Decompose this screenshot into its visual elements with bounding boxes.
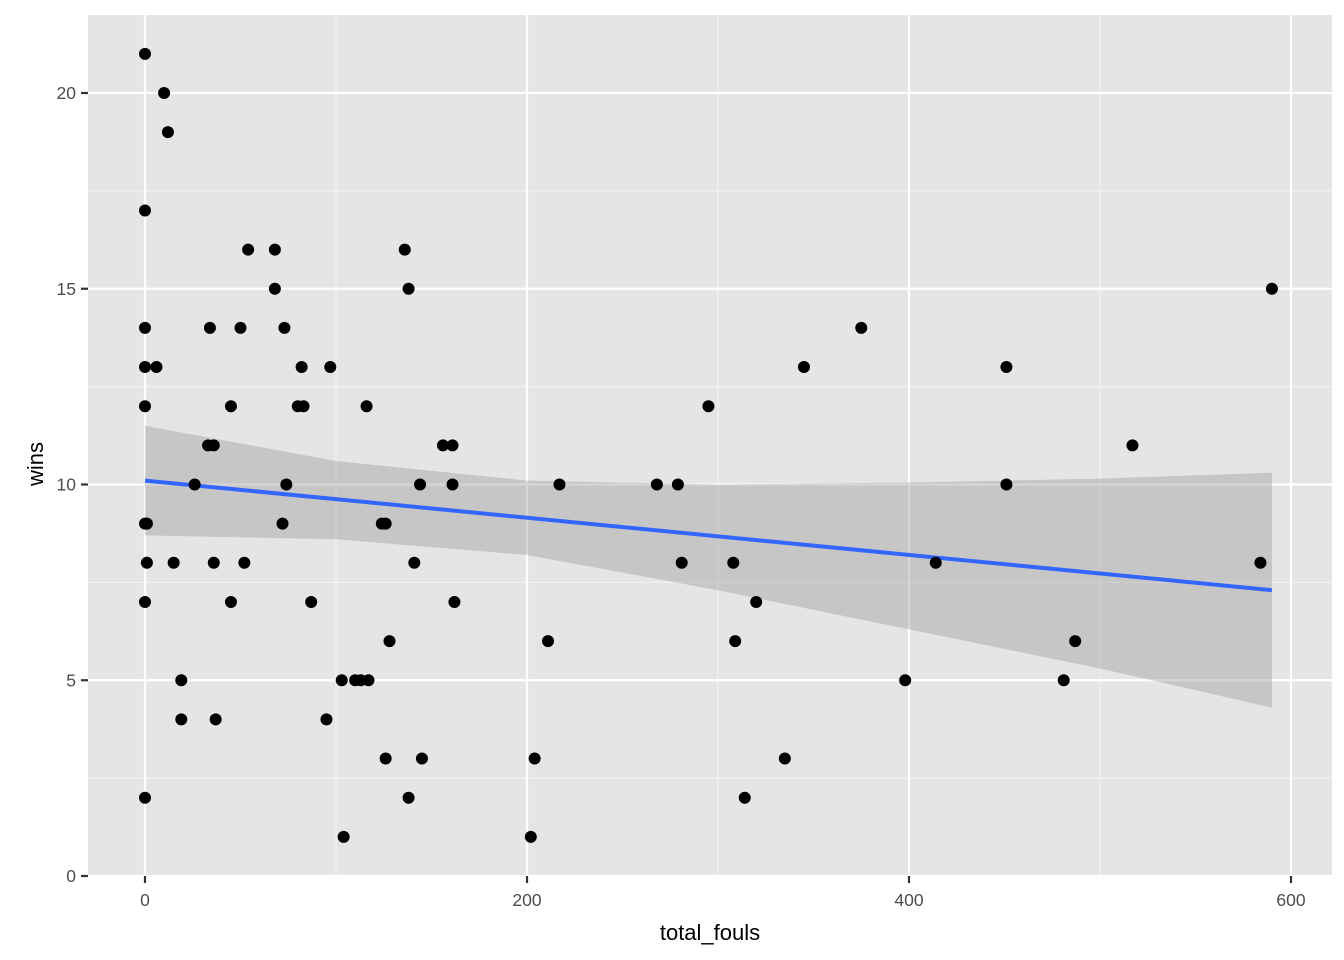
regression-line	[144, 478, 1273, 593]
data-point	[729, 635, 742, 648]
data-point	[139, 791, 151, 804]
data-point	[139, 204, 151, 217]
data-point	[379, 752, 392, 765]
data-point	[209, 713, 222, 726]
data-point	[778, 752, 791, 765]
data-point	[414, 478, 427, 491]
data-point	[408, 556, 421, 569]
data-point	[140, 556, 153, 569]
data-point	[324, 361, 337, 374]
data-point	[280, 478, 293, 491]
data-point	[855, 321, 868, 334]
data-point	[337, 830, 350, 843]
data-point	[238, 556, 251, 569]
x-axis-title: total_fouls	[660, 920, 760, 945]
y-tick-label: 20	[57, 83, 77, 103]
data-point	[295, 361, 308, 374]
major-gridlines	[88, 15, 1332, 878]
data-point	[234, 321, 247, 334]
data-point	[671, 478, 684, 491]
data-point	[297, 400, 310, 413]
data-point	[207, 556, 220, 569]
data-point	[797, 361, 810, 374]
data-point	[139, 47, 151, 60]
data-point	[305, 595, 318, 608]
panel-background	[88, 15, 1332, 876]
data-point	[360, 400, 373, 413]
data-point	[1254, 556, 1267, 569]
x-tick-label: 200	[512, 890, 541, 910]
data-points	[139, 47, 1278, 843]
x-tick-label: 400	[894, 890, 923, 910]
data-point	[1000, 361, 1013, 374]
x-tick-label: 600	[1276, 890, 1305, 910]
data-point	[448, 595, 461, 608]
data-point	[139, 400, 151, 413]
data-point	[436, 439, 449, 452]
data-point	[161, 126, 174, 139]
data-point	[899, 674, 912, 687]
data-point	[139, 361, 151, 374]
data-point	[320, 713, 333, 726]
data-point	[278, 321, 291, 334]
data-point	[650, 478, 663, 491]
x-tick-label: 0	[140, 890, 150, 910]
data-point	[140, 517, 153, 530]
y-tick-label: 10	[57, 475, 77, 495]
data-point	[362, 674, 375, 687]
data-point	[402, 282, 415, 295]
data-point	[335, 674, 348, 687]
data-point	[727, 556, 740, 569]
data-point	[203, 321, 216, 334]
minor-gridlines	[88, 15, 1332, 876]
data-point	[702, 400, 715, 413]
data-point	[139, 321, 151, 334]
data-point	[1265, 282, 1278, 295]
data-point	[929, 556, 942, 569]
data-point	[542, 635, 555, 648]
data-point	[750, 595, 763, 608]
data-point	[242, 243, 255, 256]
y-tick-label: 5	[66, 670, 76, 690]
data-point	[398, 243, 411, 256]
data-point	[175, 674, 188, 687]
data-point	[276, 517, 289, 530]
data-point	[268, 243, 281, 256]
data-point	[158, 87, 171, 99]
data-point	[446, 439, 459, 452]
data-point	[379, 517, 392, 530]
data-point	[224, 400, 237, 413]
x-axis: 0 200 400 600	[140, 876, 1306, 910]
y-tick-label: 15	[57, 279, 76, 299]
data-point	[738, 791, 751, 804]
data-point	[224, 595, 237, 608]
data-point	[446, 478, 459, 491]
data-point	[524, 830, 537, 843]
data-point	[383, 635, 396, 648]
y-tick-label: 0	[66, 866, 76, 886]
data-point	[175, 713, 188, 726]
data-point	[675, 556, 688, 569]
data-point	[1126, 439, 1139, 452]
y-axis: 0 5 10 15 20	[57, 83, 88, 886]
data-point	[139, 595, 151, 608]
data-point	[150, 361, 163, 374]
data-point	[528, 752, 541, 765]
confidence-band	[145, 425, 1272, 708]
data-point	[1057, 674, 1070, 687]
data-point	[167, 556, 180, 569]
data-point	[188, 478, 201, 491]
data-point	[268, 282, 281, 295]
data-point	[553, 478, 566, 491]
data-point	[207, 439, 220, 452]
data-point	[402, 791, 415, 804]
y-axis-title: wins	[23, 442, 48, 487]
data-point	[1000, 478, 1013, 491]
data-point	[1069, 635, 1082, 648]
data-point	[415, 752, 428, 765]
